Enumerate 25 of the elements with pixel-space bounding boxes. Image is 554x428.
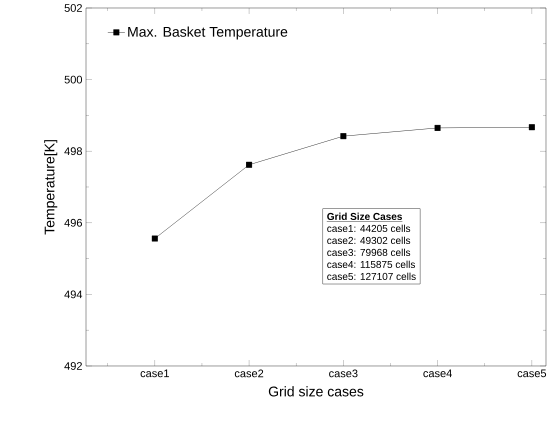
y-tick-label: 500 xyxy=(64,76,82,84)
annotation: case4: 115875 cells xyxy=(327,260,415,268)
y-tick-label: 502 xyxy=(64,4,82,12)
y-axis-title: Temperature[K] xyxy=(44,140,58,235)
y-tick-label: 494 xyxy=(64,290,82,298)
point xyxy=(152,236,158,242)
x-tick-label: case4 xyxy=(423,370,452,378)
annotation: case5: 127107 cells xyxy=(327,272,416,280)
point xyxy=(434,124,441,131)
y-tick-label: 492 xyxy=(64,362,82,370)
y-tick-label: 496 xyxy=(64,218,82,227)
y-tick-label: 498 xyxy=(64,147,82,156)
x-tick-label: case5 xyxy=(518,370,546,378)
x-tick-label: case1 xyxy=(140,370,169,378)
annotation: case1: 44205 cells xyxy=(327,224,410,232)
point xyxy=(340,133,346,140)
x-tick-label: case2 xyxy=(234,370,264,378)
annotation: Grid Size Cases xyxy=(327,212,402,220)
point xyxy=(246,162,252,168)
x-axis-title: Grid size cases xyxy=(268,386,364,396)
annotation: case2: 49302 cells xyxy=(327,236,410,244)
x-tick-label: case3 xyxy=(329,370,358,378)
legend-label: Max. Basket Temperature xyxy=(128,26,288,40)
point xyxy=(528,124,535,130)
annotation: case3: 79968 cells xyxy=(327,248,410,256)
